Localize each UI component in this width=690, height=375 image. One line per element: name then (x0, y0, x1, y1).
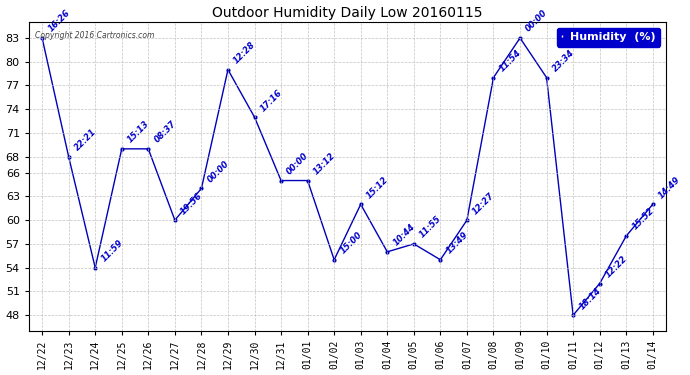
Text: 11:59: 11:59 (99, 238, 125, 264)
Title: Outdoor Humidity Daily Low 20160115: Outdoor Humidity Daily Low 20160115 (213, 6, 483, 20)
Text: 15:00: 15:00 (338, 230, 364, 256)
Text: 13:49: 13:49 (444, 230, 470, 256)
Text: 15:12: 15:12 (365, 175, 391, 200)
Text: 13:12: 13:12 (312, 151, 337, 176)
Text: 19:56: 19:56 (179, 190, 204, 216)
Text: 00:00: 00:00 (285, 151, 310, 176)
Text: 10:44: 10:44 (391, 222, 417, 248)
Text: 23:34: 23:34 (551, 48, 576, 74)
Text: 08:37: 08:37 (152, 119, 178, 145)
Text: 14:49: 14:49 (657, 175, 682, 200)
Text: 11:55: 11:55 (418, 214, 444, 240)
Text: 22:21: 22:21 (73, 127, 98, 153)
Text: 18:14: 18:14 (578, 286, 602, 311)
Text: 12:22: 12:22 (604, 254, 629, 279)
Text: 00:00: 00:00 (206, 159, 231, 184)
Text: 00:00: 00:00 (524, 8, 549, 34)
Text: 15:52: 15:52 (631, 207, 655, 232)
Legend: Humidity  (%): Humidity (%) (557, 28, 660, 46)
Text: 16:26: 16:26 (46, 8, 72, 34)
Text: 15:13: 15:13 (126, 119, 151, 145)
Text: Copyright 2016 Cartronics.com: Copyright 2016 Cartronics.com (35, 32, 155, 40)
Text: 12:27: 12:27 (471, 190, 496, 216)
Text: 11:54: 11:54 (497, 48, 523, 74)
Text: 17:16: 17:16 (259, 88, 284, 113)
Text: 12:28: 12:28 (232, 40, 257, 66)
